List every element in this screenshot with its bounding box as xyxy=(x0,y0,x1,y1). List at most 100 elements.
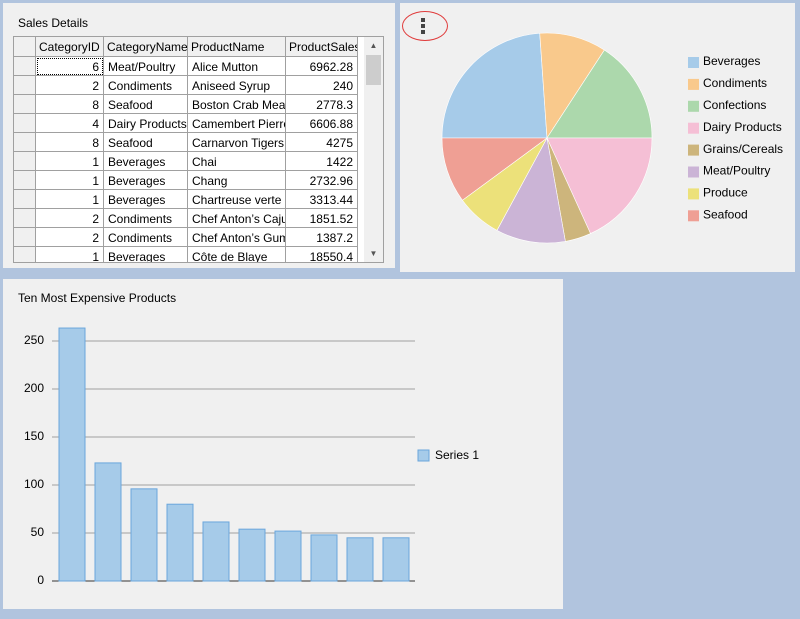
y-tick-label: 100 xyxy=(24,477,44,491)
legend-swatch xyxy=(688,122,699,134)
grid-cell[interactable]: Boston Crab Meat xyxy=(188,95,286,114)
grid-cell[interactable]: 1 xyxy=(36,171,104,190)
legend-swatch xyxy=(688,100,699,112)
grid-cell[interactable]: Aniseed Syrup xyxy=(188,76,286,95)
column-header[interactable]: ProductSales xyxy=(286,37,358,57)
grid-cell[interactable]: Beverages xyxy=(104,171,188,190)
grid-cell[interactable]: Chef Anton’s Gumb xyxy=(188,228,286,247)
legend-label: Beverages xyxy=(703,54,760,68)
pie-slice xyxy=(441,32,548,139)
row-header[interactable] xyxy=(14,171,36,190)
legend-label: Condiments xyxy=(703,76,767,90)
grid-cell[interactable]: Camembert Pierrot xyxy=(188,114,286,133)
scroll-down[interactable]: ▼ xyxy=(369,249,378,258)
grid-cell[interactable]: 6 xyxy=(36,57,104,76)
menu-dot xyxy=(421,30,425,34)
grid-cell[interactable]: 6606.88 xyxy=(286,114,358,133)
pie-slice xyxy=(546,49,653,139)
chart-title: Ten Most Expensive Products xyxy=(18,291,176,305)
grid-cell[interactable]: Beverages xyxy=(104,152,188,171)
grid-cell[interactable]: Chartreuse verte xyxy=(188,190,286,209)
y-tick-label: 250 xyxy=(24,333,44,347)
grid-cell[interactable]: Alice Mutton xyxy=(188,57,286,76)
legend-label: Confections xyxy=(703,98,766,112)
panel-title: Sales Details xyxy=(18,16,89,30)
grid-cell[interactable]: Condiments xyxy=(104,209,188,228)
scroll-up[interactable]: ▲ xyxy=(369,41,378,50)
grid-cell[interactable]: 1387.2 xyxy=(286,228,358,247)
grid-cell[interactable]: 2732.96 xyxy=(286,171,358,190)
grid-cell[interactable]: Seafood xyxy=(104,133,188,152)
column-header[interactable]: ProductName xyxy=(188,37,286,57)
scroll-thumb[interactable] xyxy=(366,55,381,85)
grid-cell[interactable]: Côte de Blaye xyxy=(188,247,286,262)
grid-cell[interactable]: Condiments xyxy=(104,76,188,95)
column-header[interactable]: CategoryName xyxy=(104,37,188,57)
bar xyxy=(130,488,158,582)
grid-cell[interactable]: 2 xyxy=(36,76,104,95)
bar xyxy=(202,521,230,582)
grid-cell[interactable]: Condiments xyxy=(104,228,188,247)
grid-cell[interactable]: Chef Anton’s Cajun xyxy=(188,209,286,228)
row-header[interactable] xyxy=(14,228,36,247)
bar xyxy=(94,462,122,582)
menu-dot xyxy=(421,18,425,22)
grid-cell[interactable]: 1422 xyxy=(286,152,358,171)
pie-panel: Beverages Condiments Confections Dairy Prod… xyxy=(400,3,795,272)
bar xyxy=(166,503,194,582)
bar-chart: Ten Most Expensive Products 0 50 100 150 200… xyxy=(18,291,479,587)
bar xyxy=(58,327,86,582)
grid-cell[interactable]: 4275 xyxy=(286,133,358,152)
grid-cell[interactable]: 18550.4 xyxy=(286,247,358,262)
grid-cell[interactable]: Dairy Products xyxy=(104,114,188,133)
legend-swatch xyxy=(688,144,699,156)
legend-swatch xyxy=(688,57,699,68)
grid-cell[interactable]: 8 xyxy=(36,95,104,114)
column-header[interactable]: CategoryID xyxy=(36,37,104,57)
bar xyxy=(310,534,338,582)
grid-cell[interactable]: 2 xyxy=(36,228,104,247)
legend-swatch xyxy=(688,210,699,222)
grid-cell[interactable]: 8 xyxy=(36,133,104,152)
bar xyxy=(382,537,410,582)
y-tick-label: 50 xyxy=(31,525,45,539)
grid-cell[interactable]: 1 xyxy=(36,152,104,171)
row-header[interactable] xyxy=(14,114,36,133)
grid-cell[interactable]: 1 xyxy=(36,247,104,262)
menu-button[interactable] xyxy=(420,17,426,35)
pie-chart: Beverages Condiments Confections Dairy Prod… xyxy=(441,32,783,244)
grid-cell[interactable]: Carnarvon Tigers xyxy=(188,133,286,152)
grid-cell[interactable]: 2 xyxy=(36,209,104,228)
legend-swatch xyxy=(417,449,430,462)
bar xyxy=(346,537,374,582)
row-header[interactable] xyxy=(14,152,36,171)
pie-slice xyxy=(546,137,653,234)
grid-cell[interactable]: 2778.3 xyxy=(286,95,358,114)
row-header[interactable] xyxy=(14,133,36,152)
grid-cell[interactable]: 6962.28 xyxy=(286,57,358,76)
grid-cell[interactable]: Chang xyxy=(188,171,286,190)
row-header[interactable] xyxy=(14,209,36,228)
grid-cell[interactable]: 1851.52 xyxy=(286,209,358,228)
grid-cell[interactable]: Chai xyxy=(188,152,286,171)
grid-cell[interactable]: Meat/Poultry xyxy=(104,57,188,76)
row-header[interactable] xyxy=(14,57,36,76)
legend-label: Series 1 xyxy=(435,448,479,462)
row-header[interactable] xyxy=(14,190,36,209)
grid-cell[interactable]: 240 xyxy=(286,76,358,95)
grid-cell[interactable]: Beverages xyxy=(104,190,188,209)
highlight-ellipse xyxy=(402,11,448,41)
grid-cell[interactable]: 4 xyxy=(36,114,104,133)
bar xyxy=(238,528,266,582)
row-header[interactable] xyxy=(14,95,36,114)
scrollbar[interactable]: ▲ ▼ xyxy=(364,37,383,262)
data-grid[interactable]: CategoryID CategoryName ProductName Product… xyxy=(13,36,384,263)
row-header[interactable] xyxy=(14,76,36,95)
legend-label: Seafood xyxy=(703,207,748,221)
grid-cell[interactable]: Beverages xyxy=(104,247,188,262)
grid-cell[interactable]: Seafood xyxy=(104,95,188,114)
row-header[interactable] xyxy=(14,247,36,262)
grid-cell[interactable]: 3313.44 xyxy=(286,190,358,209)
y-tick-label: 200 xyxy=(24,381,44,395)
grid-cell[interactable]: 1 xyxy=(36,190,104,209)
